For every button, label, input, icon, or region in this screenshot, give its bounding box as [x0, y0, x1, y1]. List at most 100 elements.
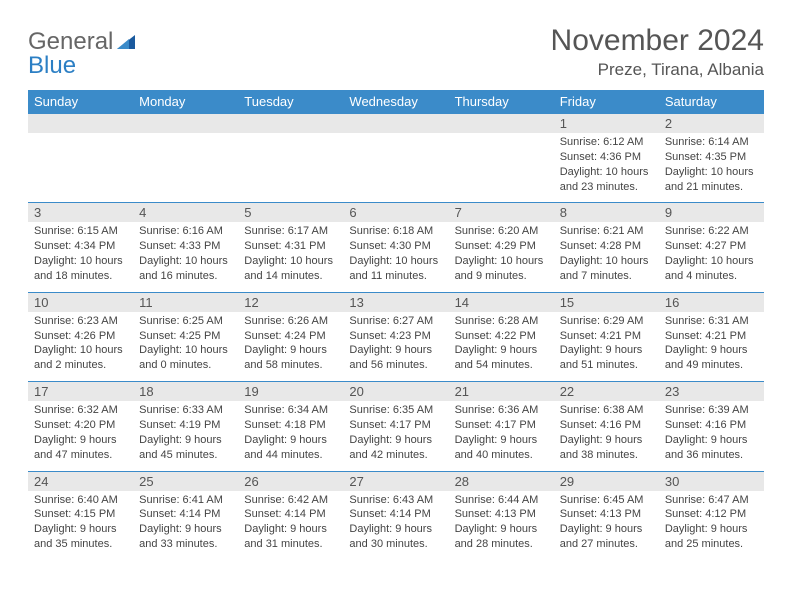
sunrise-text: Sunrise: 6:35 AM — [349, 403, 442, 418]
day-info: Sunrise: 6:35 AMSunset: 4:17 PMDaylight:… — [343, 401, 448, 470]
col-header-saturday: Saturday — [659, 90, 764, 114]
sunset-text: Sunset: 4:30 PM — [349, 239, 442, 254]
day-info-cell: Sunrise: 6:18 AMSunset: 4:30 PMDaylight:… — [343, 222, 448, 292]
sunrise-text: Sunrise: 6:27 AM — [349, 314, 442, 329]
sunset-text: Sunset: 4:24 PM — [244, 329, 337, 344]
day-info-cell: Sunrise: 6:12 AMSunset: 4:36 PMDaylight:… — [554, 133, 659, 203]
month-title: November 2024 — [551, 24, 764, 58]
sunset-text: Sunset: 4:14 PM — [244, 507, 337, 522]
sunrise-text: Sunrise: 6:12 AM — [560, 135, 653, 150]
daylight-text: Daylight: 10 hours and 18 minutes. — [34, 254, 127, 284]
day-number: 27 — [343, 472, 448, 491]
day-number: 10 — [28, 293, 133, 312]
location-subtitle: Preze, Tirana, Albania — [551, 60, 764, 80]
day-number: 23 — [659, 382, 764, 401]
day-info: Sunrise: 6:41 AMSunset: 4:14 PMDaylight:… — [133, 491, 238, 560]
day-info-cell: Sunrise: 6:17 AMSunset: 4:31 PMDaylight:… — [238, 222, 343, 292]
day-number: 29 — [554, 472, 659, 491]
day-number-cell: 21 — [449, 382, 554, 402]
daylight-text: Daylight: 10 hours and 4 minutes. — [665, 254, 758, 284]
day-info-cell: Sunrise: 6:41 AMSunset: 4:14 PMDaylight:… — [133, 491, 238, 560]
day-info: Sunrise: 6:31 AMSunset: 4:21 PMDaylight:… — [659, 312, 764, 381]
sunset-text: Sunset: 4:17 PM — [349, 418, 442, 433]
col-header-monday: Monday — [133, 90, 238, 114]
sunrise-text: Sunrise: 6:40 AM — [34, 493, 127, 508]
col-header-wednesday: Wednesday — [343, 90, 448, 114]
sunset-text: Sunset: 4:23 PM — [349, 329, 442, 344]
day-info — [449, 133, 554, 202]
day-number: 21 — [449, 382, 554, 401]
day-number-cell: 4 — [133, 203, 238, 223]
day-number-cell: 9 — [659, 203, 764, 223]
sunset-text: Sunset: 4:29 PM — [455, 239, 548, 254]
day-number-cell — [133, 114, 238, 134]
day-number: 30 — [659, 472, 764, 491]
week-daynum-row: 24252627282930 — [28, 471, 764, 491]
day-info-cell: Sunrise: 6:22 AMSunset: 4:27 PMDaylight:… — [659, 222, 764, 292]
day-info-cell: Sunrise: 6:47 AMSunset: 4:12 PMDaylight:… — [659, 491, 764, 560]
sunrise-text: Sunrise: 6:29 AM — [560, 314, 653, 329]
sunset-text: Sunset: 4:13 PM — [455, 507, 548, 522]
daylight-text: Daylight: 9 hours and 58 minutes. — [244, 343, 337, 373]
daylight-text: Daylight: 9 hours and 33 minutes. — [139, 522, 232, 552]
calendar-header-row: Sunday Monday Tuesday Wednesday Thursday… — [28, 90, 764, 114]
day-number: 1 — [554, 114, 659, 133]
day-number: 14 — [449, 293, 554, 312]
day-number-cell — [238, 114, 343, 134]
day-info-cell: Sunrise: 6:34 AMSunset: 4:18 PMDaylight:… — [238, 401, 343, 471]
day-info: Sunrise: 6:36 AMSunset: 4:17 PMDaylight:… — [449, 401, 554, 470]
day-info: Sunrise: 6:27 AMSunset: 4:23 PMDaylight:… — [343, 312, 448, 381]
daylight-text: Daylight: 9 hours and 30 minutes. — [349, 522, 442, 552]
sunrise-text: Sunrise: 6:25 AM — [139, 314, 232, 329]
week-info-row: Sunrise: 6:32 AMSunset: 4:20 PMDaylight:… — [28, 401, 764, 471]
day-number: 5 — [238, 203, 343, 222]
day-info: Sunrise: 6:28 AMSunset: 4:22 PMDaylight:… — [449, 312, 554, 381]
day-info-cell — [28, 133, 133, 203]
day-info-cell: Sunrise: 6:33 AMSunset: 4:19 PMDaylight:… — [133, 401, 238, 471]
daylight-text: Daylight: 10 hours and 21 minutes. — [665, 165, 758, 195]
day-number-cell: 27 — [343, 471, 448, 491]
daylight-text: Daylight: 10 hours and 9 minutes. — [455, 254, 548, 284]
col-header-friday: Friday — [554, 90, 659, 114]
day-number-cell: 3 — [28, 203, 133, 223]
day-number-cell — [449, 114, 554, 134]
day-number-cell: 1 — [554, 114, 659, 134]
day-info-cell: Sunrise: 6:45 AMSunset: 4:13 PMDaylight:… — [554, 491, 659, 560]
day-info-cell: Sunrise: 6:15 AMSunset: 4:34 PMDaylight:… — [28, 222, 133, 292]
day-number-cell: 14 — [449, 292, 554, 312]
sunset-text: Sunset: 4:21 PM — [560, 329, 653, 344]
day-number-cell: 23 — [659, 382, 764, 402]
day-info-cell: Sunrise: 6:36 AMSunset: 4:17 PMDaylight:… — [449, 401, 554, 471]
day-info: Sunrise: 6:21 AMSunset: 4:28 PMDaylight:… — [554, 222, 659, 291]
day-info: Sunrise: 6:44 AMSunset: 4:13 PMDaylight:… — [449, 491, 554, 560]
day-info-cell — [238, 133, 343, 203]
day-number: 13 — [343, 293, 448, 312]
daylight-text: Daylight: 10 hours and 16 minutes. — [139, 254, 232, 284]
sunrise-text: Sunrise: 6:41 AM — [139, 493, 232, 508]
sunset-text: Sunset: 4:16 PM — [665, 418, 758, 433]
daylight-text: Daylight: 10 hours and 7 minutes. — [560, 254, 653, 284]
day-number-cell: 26 — [238, 471, 343, 491]
day-info: Sunrise: 6:15 AMSunset: 4:34 PMDaylight:… — [28, 222, 133, 291]
daylight-text: Daylight: 9 hours and 42 minutes. — [349, 433, 442, 463]
daylight-text: Daylight: 9 hours and 27 minutes. — [560, 522, 653, 552]
daylight-text: Daylight: 10 hours and 23 minutes. — [560, 165, 653, 195]
day-number-cell: 15 — [554, 292, 659, 312]
day-number: 12 — [238, 293, 343, 312]
col-header-thursday: Thursday — [449, 90, 554, 114]
sunrise-text: Sunrise: 6:31 AM — [665, 314, 758, 329]
day-info-cell: Sunrise: 6:32 AMSunset: 4:20 PMDaylight:… — [28, 401, 133, 471]
day-info-cell: Sunrise: 6:14 AMSunset: 4:35 PMDaylight:… — [659, 133, 764, 203]
sunrise-text: Sunrise: 6:15 AM — [34, 224, 127, 239]
day-number-empty — [449, 114, 554, 133]
day-info-cell: Sunrise: 6:28 AMSunset: 4:22 PMDaylight:… — [449, 312, 554, 382]
sunset-text: Sunset: 4:14 PM — [349, 507, 442, 522]
daylight-text: Daylight: 9 hours and 51 minutes. — [560, 343, 653, 373]
day-info: Sunrise: 6:33 AMSunset: 4:19 PMDaylight:… — [133, 401, 238, 470]
day-info-cell: Sunrise: 6:31 AMSunset: 4:21 PMDaylight:… — [659, 312, 764, 382]
daylight-text: Daylight: 9 hours and 40 minutes. — [455, 433, 548, 463]
day-info: Sunrise: 6:18 AMSunset: 4:30 PMDaylight:… — [343, 222, 448, 291]
title-block: November 2024 Preze, Tirana, Albania — [551, 24, 764, 80]
day-info: Sunrise: 6:39 AMSunset: 4:16 PMDaylight:… — [659, 401, 764, 470]
day-number: 3 — [28, 203, 133, 222]
